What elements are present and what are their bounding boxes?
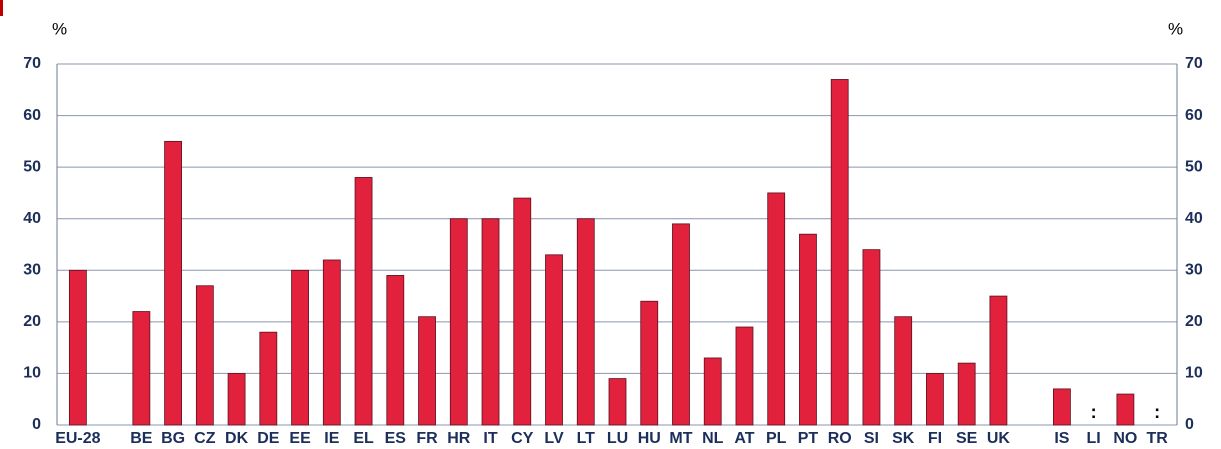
x-tick-label: LV <box>544 430 564 447</box>
y-tick-label: 40 <box>23 210 41 227</box>
corner-mark <box>0 0 3 16</box>
x-tick-label: IT <box>483 430 497 447</box>
bar <box>164 140 183 426</box>
y-axis-label: % <box>52 19 67 38</box>
bar <box>576 218 595 426</box>
x-tick-label: DK <box>225 430 249 447</box>
x-tick-label: UK <box>987 430 1011 447</box>
bar <box>608 378 627 426</box>
bar <box>513 197 532 426</box>
bar <box>799 233 817 426</box>
x-tick-label: EL <box>353 430 374 447</box>
bar <box>1116 393 1135 426</box>
bar <box>894 316 913 426</box>
y2-tick-label: 40 <box>1185 210 1203 227</box>
bar <box>703 357 722 426</box>
bar <box>449 218 468 426</box>
x-tick-label: NL <box>702 430 724 447</box>
bar <box>1053 388 1071 426</box>
x-tick-label: HU <box>638 430 661 447</box>
x-tick-label: BG <box>161 430 185 447</box>
bar <box>418 316 436 426</box>
bar <box>735 326 754 426</box>
y2-axis-label: % <box>1168 19 1183 38</box>
value-label: : <box>1154 402 1160 422</box>
x-tick-label: EU-28 <box>55 430 100 447</box>
value-label: : <box>1091 402 1097 422</box>
x-tick-label: FR <box>416 430 438 447</box>
bar <box>862 249 881 426</box>
x-tick-label: AT <box>734 430 754 447</box>
x-tick-label: CY <box>511 430 534 447</box>
bar <box>545 254 563 426</box>
x-tick-label: PT <box>798 430 819 447</box>
bar <box>481 218 500 426</box>
y-tick-label: 50 <box>23 158 41 175</box>
bar <box>989 295 1008 426</box>
y2-tick-label: 70 <box>1185 55 1203 72</box>
x-tick-label: SK <box>892 430 915 447</box>
y-tick-label: 60 <box>23 107 41 124</box>
x-tick-label: TR <box>1146 430 1168 447</box>
x-tick-label: PL <box>766 430 787 447</box>
y2-tick-label: 0 <box>1185 416 1194 433</box>
x-tick-label: FI <box>928 430 942 447</box>
bar <box>640 300 659 426</box>
x-tick-label: IS <box>1054 430 1069 447</box>
bar <box>132 311 151 426</box>
bar <box>830 79 849 426</box>
y2-tick-label: 60 <box>1185 107 1203 124</box>
x-tick-label: EE <box>289 430 311 447</box>
x-tick-label: LU <box>607 430 628 447</box>
x-tick-label: IE <box>324 430 339 447</box>
y-tick-label: 20 <box>23 313 41 330</box>
x-tick-label: LI <box>1087 430 1101 447</box>
x-tick-label: CZ <box>194 430 216 447</box>
y-tick-label: 10 <box>23 365 41 382</box>
x-tick-label: SI <box>864 430 879 447</box>
x-tick-label: LT <box>577 430 596 447</box>
x-tick-label: HR <box>447 430 471 447</box>
y-tick-label: 70 <box>23 55 41 72</box>
bar <box>957 362 976 426</box>
x-tick-label: BE <box>130 430 153 447</box>
y-tick-label: 0 <box>32 416 41 433</box>
bar <box>354 177 373 426</box>
y2-tick-label: 50 <box>1185 158 1203 175</box>
bar <box>68 269 87 426</box>
bar <box>767 192 786 426</box>
x-tick-label: ES <box>385 430 407 447</box>
bar <box>227 373 246 426</box>
bar <box>259 331 278 426</box>
x-tick-label: SE <box>956 430 978 447</box>
y2-tick-label: 30 <box>1185 262 1203 279</box>
bar <box>926 373 944 426</box>
x-tick-label: DE <box>257 430 280 447</box>
x-tick-label: RO <box>828 430 852 447</box>
bar <box>386 275 405 426</box>
bar <box>322 259 341 426</box>
x-tick-label: NO <box>1113 430 1137 447</box>
y2-tick-label: 20 <box>1185 313 1203 330</box>
bar <box>195 285 214 426</box>
y2-tick-label: 10 <box>1185 365 1203 382</box>
bar <box>291 269 309 426</box>
y-tick-label: 30 <box>23 262 41 279</box>
x-tick-label: MT <box>669 430 692 447</box>
bar <box>672 223 690 426</box>
